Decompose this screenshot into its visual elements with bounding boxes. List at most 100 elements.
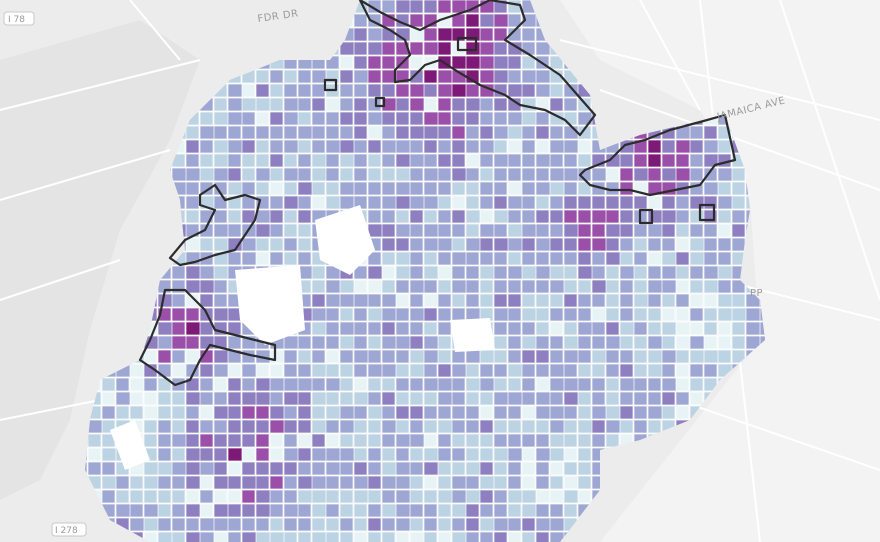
census-tract[interactable] <box>325 307 340 322</box>
census-tract[interactable] <box>661 405 676 420</box>
census-tract[interactable] <box>717 237 732 252</box>
census-tract[interactable] <box>633 237 648 252</box>
census-tract[interactable] <box>577 181 592 196</box>
census-tract[interactable] <box>437 195 452 210</box>
census-tract[interactable] <box>157 433 172 448</box>
census-tract[interactable] <box>395 321 410 336</box>
census-tract[interactable] <box>591 321 606 336</box>
census-tract[interactable] <box>367 293 382 308</box>
census-tract[interactable] <box>255 405 270 420</box>
census-tract[interactable] <box>521 27 536 42</box>
census-tract[interactable] <box>591 377 606 392</box>
census-tract[interactable] <box>311 405 326 420</box>
census-tract[interactable] <box>535 433 550 448</box>
census-tract[interactable] <box>353 181 368 196</box>
census-tract[interactable] <box>479 419 494 434</box>
census-tract[interactable] <box>213 125 228 140</box>
census-tract[interactable] <box>423 279 438 294</box>
census-tract[interactable] <box>325 433 340 448</box>
census-tract[interactable] <box>367 335 382 350</box>
census-tract[interactable] <box>115 405 130 420</box>
census-tract[interactable] <box>283 251 298 266</box>
census-tract[interactable] <box>451 265 466 280</box>
census-tract[interactable] <box>577 461 592 476</box>
census-tract[interactable] <box>171 293 186 308</box>
census-tract[interactable] <box>367 447 382 462</box>
census-tract[interactable] <box>269 153 284 168</box>
census-tract[interactable] <box>493 321 508 336</box>
census-tract[interactable] <box>395 279 410 294</box>
census-tract[interactable] <box>297 209 312 224</box>
census-tract[interactable] <box>577 363 592 378</box>
census-tract[interactable] <box>563 97 578 112</box>
census-tract[interactable] <box>493 461 508 476</box>
census-tract[interactable] <box>409 475 424 490</box>
census-tract[interactable] <box>367 195 382 210</box>
census-tract[interactable] <box>199 405 214 420</box>
census-tract[interactable] <box>409 419 424 434</box>
census-tract[interactable] <box>227 209 242 224</box>
census-tract[interactable] <box>367 69 382 84</box>
census-tract[interactable] <box>283 83 298 98</box>
census-tract[interactable] <box>171 489 186 504</box>
census-tract[interactable] <box>619 405 634 420</box>
census-tract[interactable] <box>171 349 186 364</box>
census-tract[interactable] <box>535 195 550 210</box>
census-tract[interactable] <box>535 419 550 434</box>
census-tract[interactable] <box>507 419 522 434</box>
census-tract[interactable] <box>381 153 396 168</box>
census-tract[interactable] <box>563 447 578 462</box>
census-tract[interactable] <box>521 517 536 532</box>
census-tract[interactable] <box>549 153 564 168</box>
census-tract[interactable] <box>409 139 424 154</box>
census-tract[interactable] <box>227 251 242 266</box>
census-tract[interactable] <box>157 503 172 518</box>
census-tract[interactable] <box>479 97 494 112</box>
census-tract[interactable] <box>563 209 578 224</box>
census-tract[interactable] <box>675 237 690 252</box>
census-tract[interactable] <box>437 517 452 532</box>
census-tract[interactable] <box>325 517 340 532</box>
census-tract[interactable] <box>549 475 564 490</box>
census-tract[interactable] <box>535 167 550 182</box>
census-tract[interactable] <box>269 461 284 476</box>
census-tract[interactable] <box>367 461 382 476</box>
census-tract[interactable] <box>283 237 298 252</box>
census-tract[interactable] <box>381 489 396 504</box>
census-tract[interactable] <box>353 97 368 112</box>
census-tract[interactable] <box>297 531 312 542</box>
census-tract[interactable] <box>115 377 130 392</box>
census-tract[interactable] <box>395 391 410 406</box>
census-tract[interactable] <box>563 265 578 280</box>
census-tract[interactable] <box>367 475 382 490</box>
census-tract[interactable] <box>577 237 592 252</box>
census-tract[interactable] <box>549 307 564 322</box>
census-tract[interactable] <box>241 419 256 434</box>
census-tract[interactable] <box>633 363 648 378</box>
census-tract[interactable] <box>297 111 312 126</box>
census-tract[interactable] <box>619 153 634 168</box>
census-tract[interactable] <box>493 111 508 126</box>
census-tract[interactable] <box>311 279 326 294</box>
census-tract[interactable] <box>171 517 186 532</box>
census-tract[interactable] <box>339 503 354 518</box>
census-tract[interactable] <box>157 517 172 532</box>
census-tract[interactable] <box>465 531 480 542</box>
census-tract[interactable] <box>283 181 298 196</box>
northern-area[interactable] <box>358 0 597 137</box>
census-tract[interactable] <box>283 517 298 532</box>
census-tract[interactable] <box>199 433 214 448</box>
census-tract[interactable] <box>395 209 410 224</box>
census-tract[interactable] <box>227 335 242 350</box>
census-tract[interactable] <box>577 335 592 350</box>
census-tract[interactable] <box>409 335 424 350</box>
census-tract[interactable] <box>283 405 298 420</box>
census-tract[interactable] <box>619 293 634 308</box>
census-tract[interactable] <box>395 447 410 462</box>
small-outlined-tract[interactable] <box>638 208 654 225</box>
census-tract[interactable] <box>521 125 536 140</box>
census-tract[interactable] <box>535 125 550 140</box>
census-tract[interactable] <box>157 349 172 364</box>
census-tract[interactable] <box>423 363 438 378</box>
census-tract[interactable] <box>493 335 508 350</box>
